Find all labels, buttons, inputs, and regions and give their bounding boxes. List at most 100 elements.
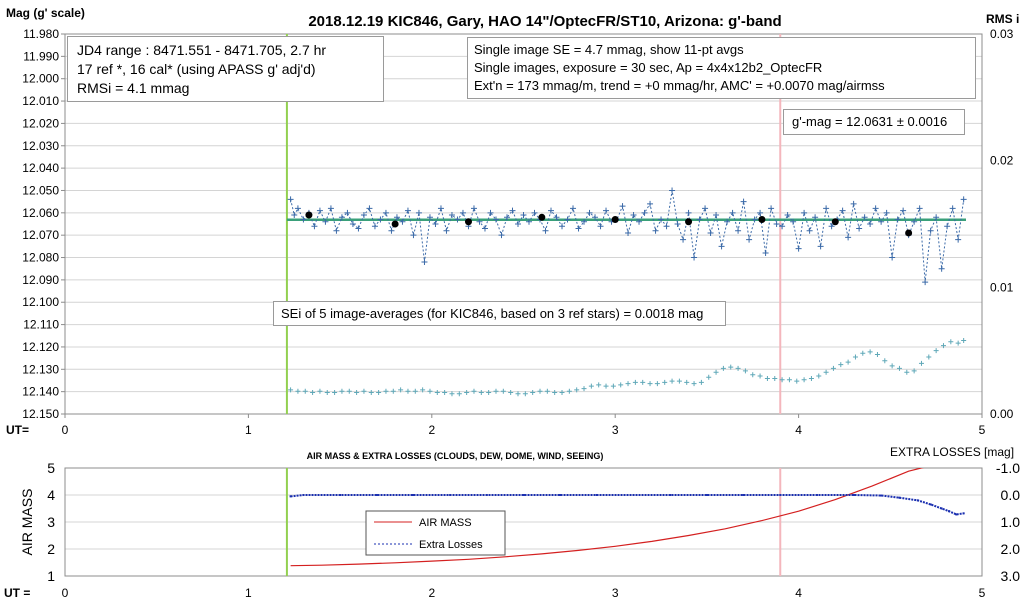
rms-point	[324, 389, 330, 395]
rms-point	[368, 389, 374, 395]
individual-point	[911, 218, 918, 225]
rms-point	[632, 379, 638, 385]
individual-point	[696, 216, 703, 223]
extra-losses-point	[632, 494, 635, 496]
individual-point	[757, 209, 764, 216]
top-x-axis-label: UT=	[6, 423, 29, 437]
x-tick-label: 1	[245, 586, 252, 600]
rms-point	[552, 389, 558, 395]
top-chart-marks	[285, 34, 967, 414]
rms-point	[889, 363, 895, 369]
individual-point	[867, 221, 874, 227]
individual-point	[949, 205, 956, 212]
x-tick-label: 3	[612, 423, 619, 437]
y2-tick-label: 0.00	[990, 407, 1014, 421]
individual-point	[713, 212, 720, 219]
extra-losses-point	[779, 494, 782, 496]
rms-point	[522, 391, 528, 397]
individual-point	[922, 279, 929, 286]
info-box-left: JD4 range : 8471.551 - 8471.705, 2.7 hr …	[67, 36, 384, 102]
average-point	[305, 211, 313, 219]
rms-point	[676, 378, 682, 384]
individual-point	[399, 218, 406, 225]
individual-point	[795, 245, 802, 252]
rms-point	[940, 343, 946, 349]
x-tick-label: 2	[428, 586, 435, 600]
individual-point	[498, 232, 505, 239]
individual-point	[685, 209, 692, 216]
individual-point	[487, 209, 494, 216]
individual-point	[322, 218, 329, 225]
rms-point	[354, 389, 360, 395]
average-point	[611, 216, 619, 224]
extra-losses-point	[705, 494, 708, 496]
x-tick-label: 5	[979, 423, 986, 437]
x-tick-label: 4	[795, 586, 802, 600]
individual-point	[630, 212, 637, 219]
top-chart-title: 2018.12.19 KIC846, Gary, HAO 14"/OptecFR…	[308, 13, 781, 30]
individual-point	[448, 212, 455, 219]
rms-point	[757, 373, 763, 379]
extra-losses-point	[559, 494, 562, 496]
individual-point	[548, 207, 555, 214]
individual-point	[443, 227, 450, 234]
extra-losses-point	[929, 503, 932, 506]
individual-point	[603, 207, 610, 214]
individual-point	[625, 229, 632, 236]
rms-point	[603, 383, 609, 389]
individual-point	[773, 221, 780, 227]
individual-point	[861, 214, 868, 221]
y2-tick-label: 0.02	[990, 154, 1014, 168]
y-tick-label: 12.100	[22, 295, 59, 309]
rms-point	[823, 369, 829, 375]
individual-point	[470, 205, 477, 212]
individual-point	[377, 216, 384, 223]
y-tick-label: 12.000	[22, 72, 59, 86]
rms-point	[706, 374, 712, 380]
individual-point	[916, 205, 923, 212]
average-point	[464, 218, 472, 226]
rms-point	[317, 388, 323, 394]
individual-point	[878, 218, 885, 225]
individual-point	[531, 209, 538, 216]
individual-point	[960, 196, 967, 203]
extra-losses-point	[962, 512, 965, 515]
individual-point	[751, 216, 758, 223]
individual-point	[581, 218, 588, 225]
rms-point	[434, 389, 440, 395]
extra-losses-point	[595, 494, 598, 496]
individual-point	[856, 225, 863, 232]
rms-point	[588, 383, 594, 389]
individual-point	[492, 216, 499, 223]
rms-point	[383, 388, 389, 394]
extra-losses-point	[289, 495, 292, 498]
individual-series-line	[290, 190, 965, 283]
rms-point	[808, 376, 814, 382]
x-tick-label: 4	[795, 423, 802, 437]
info-left-line-3: RMSi = 4.1 mmag	[77, 80, 190, 96]
y-tick-label: 12.140	[22, 385, 59, 399]
individual-point	[481, 225, 488, 232]
individual-point	[636, 218, 643, 225]
individual-point	[349, 221, 356, 227]
rms-point	[794, 378, 800, 384]
individual-point	[955, 236, 962, 243]
airmass-line	[290, 468, 924, 567]
rms-point	[838, 362, 844, 368]
rms-point	[288, 387, 294, 393]
rms-point	[596, 382, 602, 388]
legend-extra-losses-label: Extra Losses	[419, 539, 483, 551]
individual-point	[669, 187, 676, 194]
individual-point	[575, 225, 582, 232]
top-y-axis-label: Mag (g' scale)	[6, 6, 85, 20]
y-tick-label: 5	[47, 460, 55, 476]
rms-point	[860, 350, 866, 356]
top-chart-axes: 11.980 11.990 12.000 12.010 12.020 12.030 12.0…	[22, 27, 1013, 437]
bottom-chart-gridlines	[65, 467, 982, 577]
individual-point	[503, 214, 510, 221]
rms-point	[728, 364, 734, 370]
info-box-right: Single image SE = 4.7 mmag, show 11-pt a…	[467, 37, 976, 99]
individual-point	[740, 198, 747, 205]
rms-point	[544, 388, 550, 394]
rms-point	[486, 389, 492, 395]
